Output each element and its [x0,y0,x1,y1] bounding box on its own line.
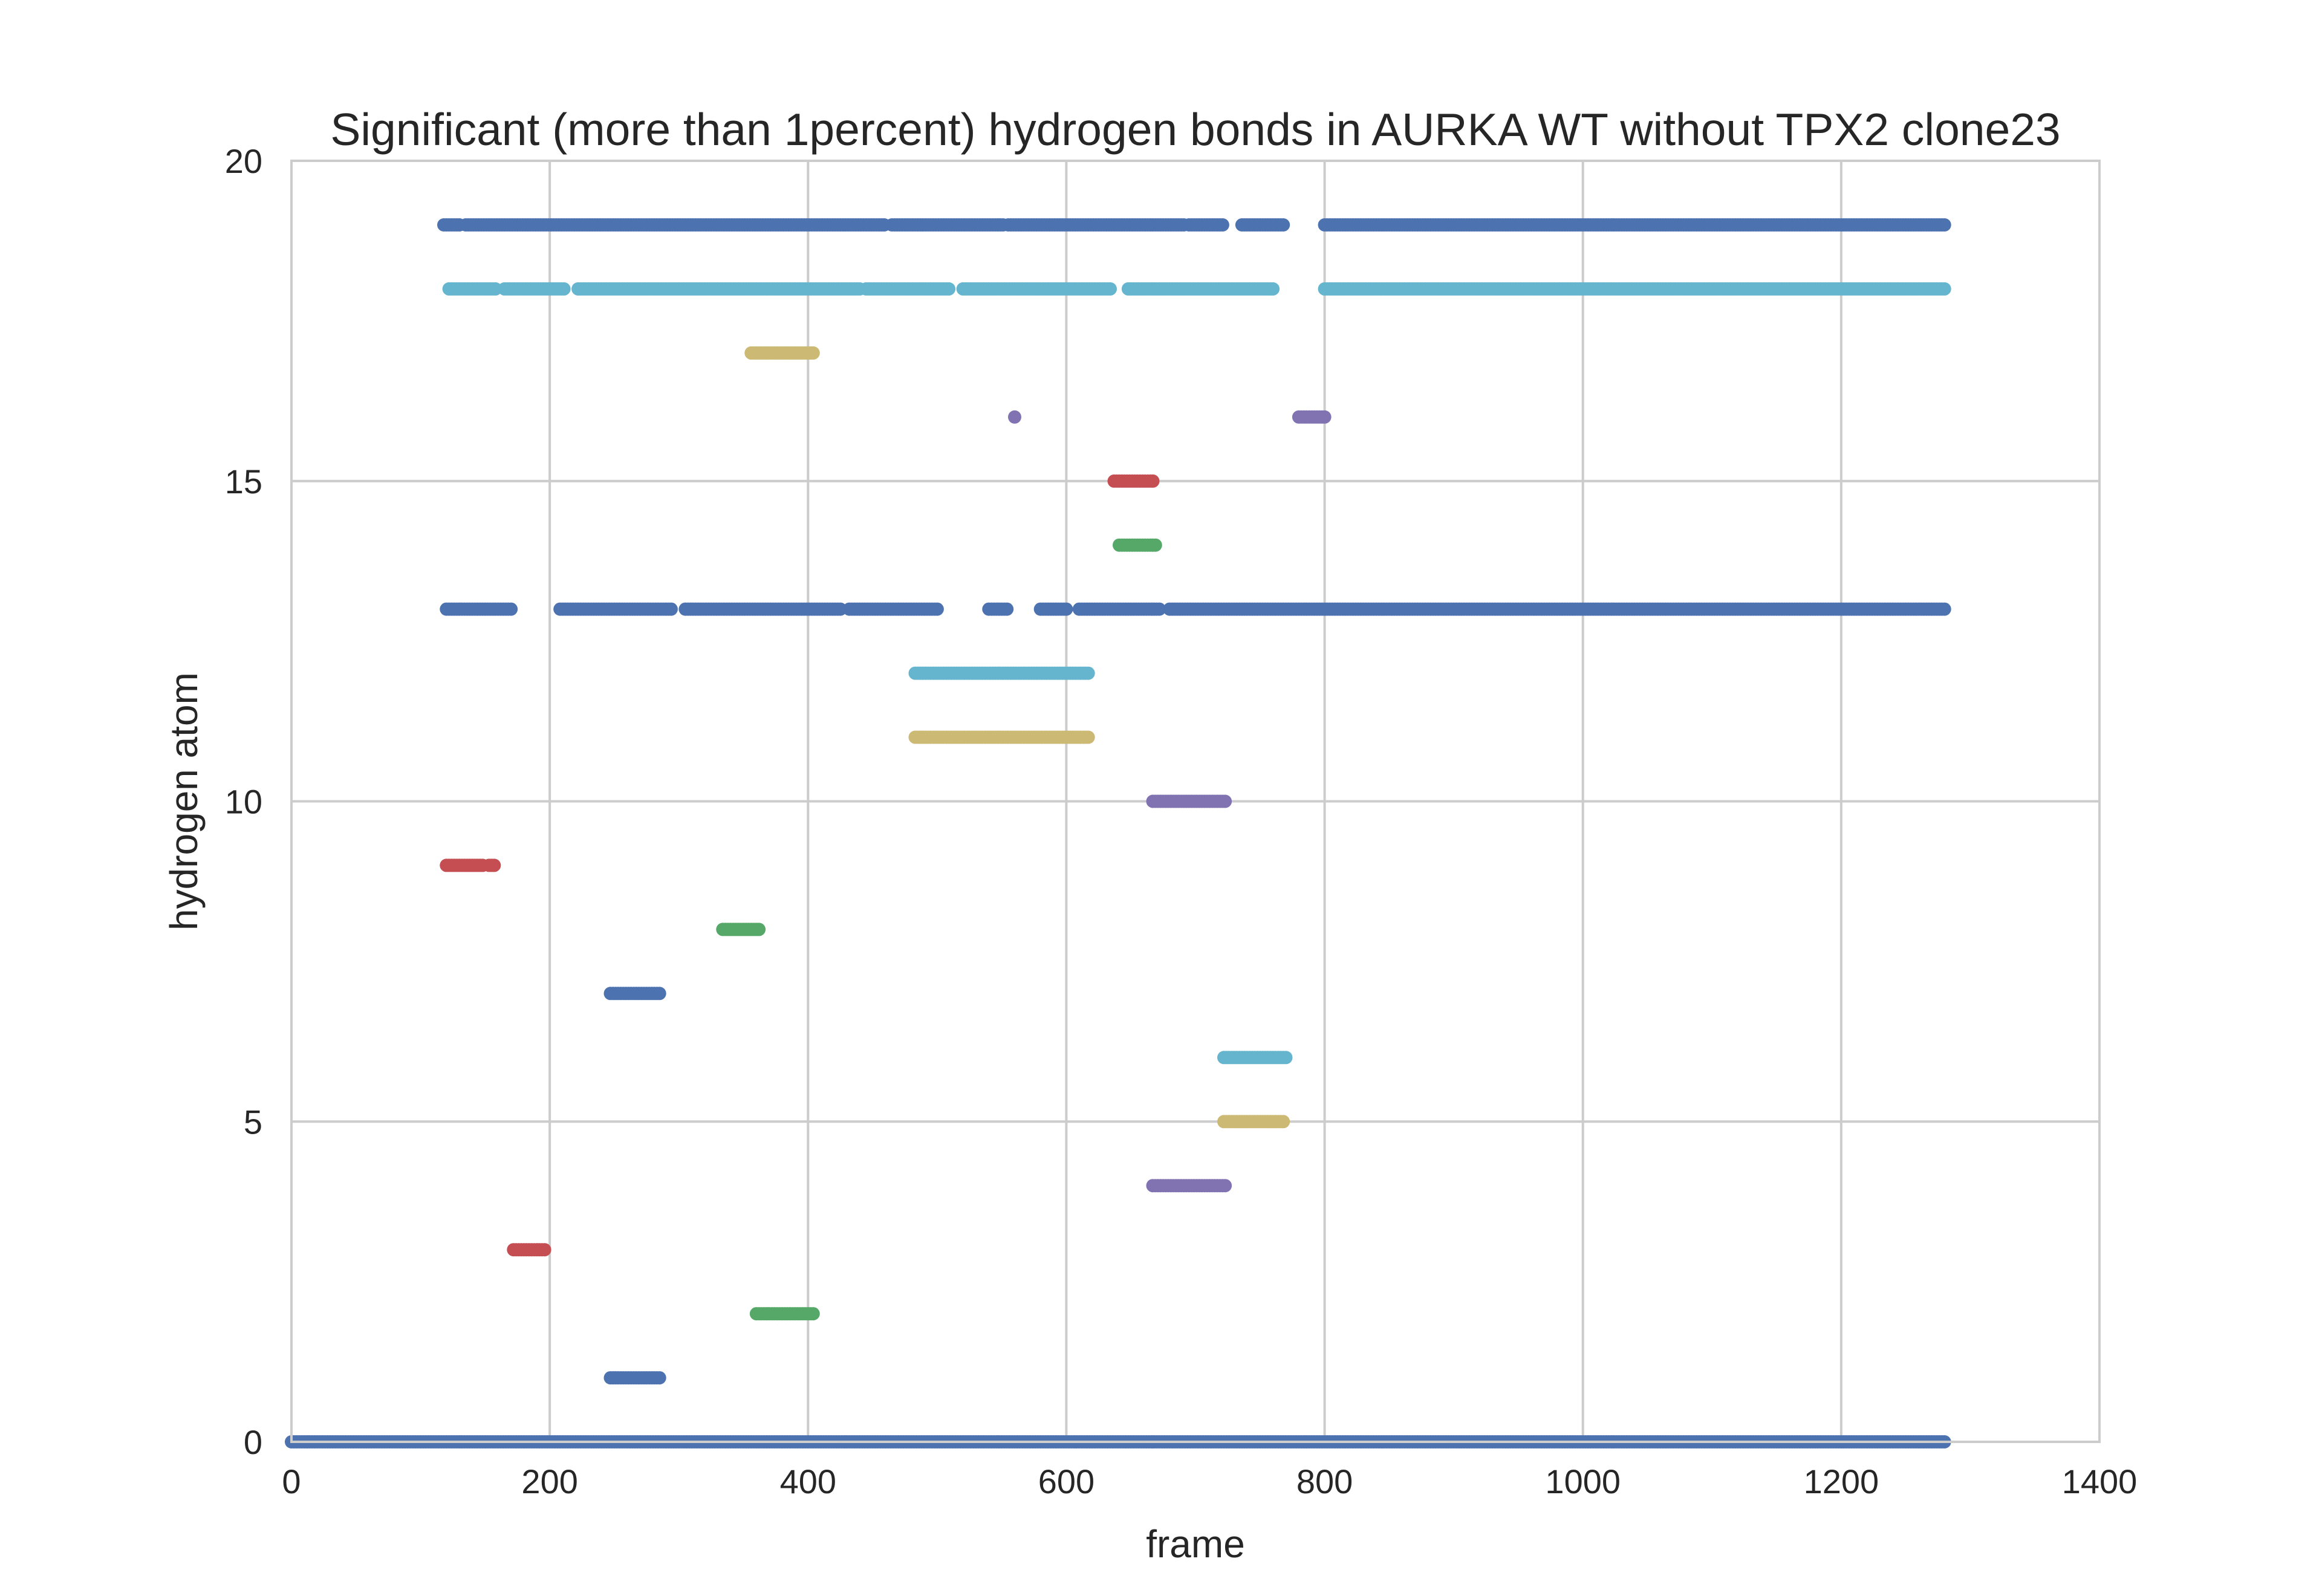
scatter-point [806,1307,820,1321]
x-tick-label: 800 [1296,1462,1353,1500]
series-y-4 [1146,1179,1232,1193]
x-tick-label: 0 [282,1462,301,1500]
series-y-17 [744,346,820,360]
series-y-8 [716,923,766,936]
scatter-point [1081,666,1095,680]
scatter-point [752,923,766,936]
x-tick-label: 400 [780,1462,836,1500]
scatter-point [652,1371,666,1385]
scatter-point [1081,730,1095,744]
y-axis-label: hydrogen atom [162,672,206,930]
scatter-point [1218,1179,1232,1193]
scatter-point [1008,410,1021,424]
scatter-point [806,346,820,360]
x-axis-label: frame [1146,1522,1245,1566]
scatter-point [1937,218,1951,232]
scatter-point [1937,602,1951,616]
scatter-point [504,602,518,616]
series-y-10 [1146,794,1232,808]
series-y-15 [1107,474,1160,488]
series-y-11 [908,730,1095,744]
scatter-point [1000,602,1014,616]
plot-frame [290,160,2101,1443]
scatter-point [1059,602,1073,616]
scatter-point [1218,794,1232,808]
scatter-point [1153,602,1166,616]
scatter-point [1937,282,1951,296]
scatter-point [652,987,666,1001]
scatter-points [285,218,1951,1448]
x-tick-label: 1200 [1804,1462,1879,1500]
scatter-point [487,858,501,872]
series-y-16 [1008,410,1332,424]
series-y-18 [442,282,1951,296]
series-y-1 [603,1371,666,1385]
series-y-19 [437,218,1951,232]
scatter-point [1276,218,1290,232]
series-y-0 [285,1435,1951,1448]
series-y-12 [908,666,1095,680]
x-tick-label: 1400 [2062,1462,2138,1500]
scatter-point [557,282,571,296]
series-y-9 [440,858,501,872]
scatter-point [1279,1051,1293,1065]
scatter-point [1148,538,1162,552]
scatter-point [942,282,956,296]
series-y-5 [1217,1115,1290,1129]
scatter-point [1104,282,1117,296]
y-tick-label: 10 [225,783,262,821]
x-tick-labels: 0 200 400 600 800 1000 1200 1400 [282,1462,2137,1500]
y-tick-labels: 0 5 10 15 20 [225,142,262,1461]
series-y-14 [1113,538,1162,552]
scatter-point [930,602,944,616]
x-tick-label: 600 [1038,1462,1094,1500]
x-tick-label: 200 [521,1462,577,1500]
series-y-2 [749,1307,820,1321]
y-tick-label: 20 [225,142,262,180]
y-tick-label: 15 [225,462,262,501]
y-tick-label: 5 [244,1103,262,1141]
series-y-7 [603,987,666,1001]
chart-title: Significant (more than 1percent) hydroge… [330,104,2060,155]
series-y-13 [440,602,1951,616]
series-y-3 [507,1243,551,1257]
x-tick-label: 1000 [1545,1462,1621,1500]
scatter-point [1146,474,1160,488]
scatter-point [1266,282,1280,296]
scatter-point [1318,410,1332,424]
scatter-point [538,1243,551,1257]
scatter-point [1276,1115,1290,1129]
series-y-6 [1217,1051,1293,1065]
y-tick-label: 0 [244,1423,262,1461]
scatter-point [1215,218,1229,232]
scatter-point [664,602,678,616]
